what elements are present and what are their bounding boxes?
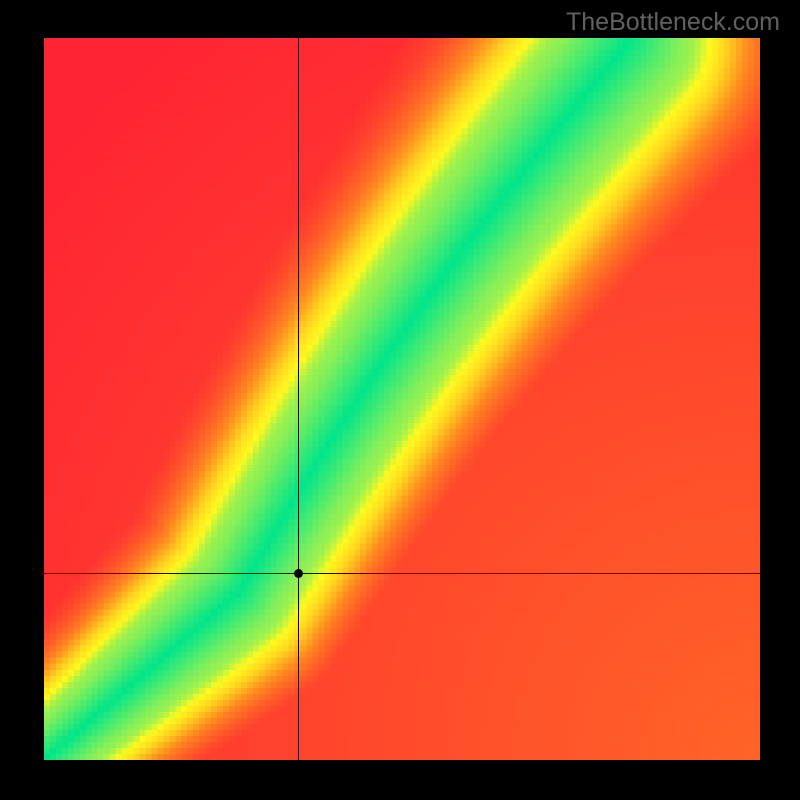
watermark-label: TheBottleneck.com — [566, 8, 780, 37]
bottleneck-heatmap — [44, 38, 760, 760]
crosshair-vertical — [298, 38, 299, 760]
selection-marker[interactable] — [294, 569, 303, 578]
crosshair-horizontal — [44, 573, 760, 574]
